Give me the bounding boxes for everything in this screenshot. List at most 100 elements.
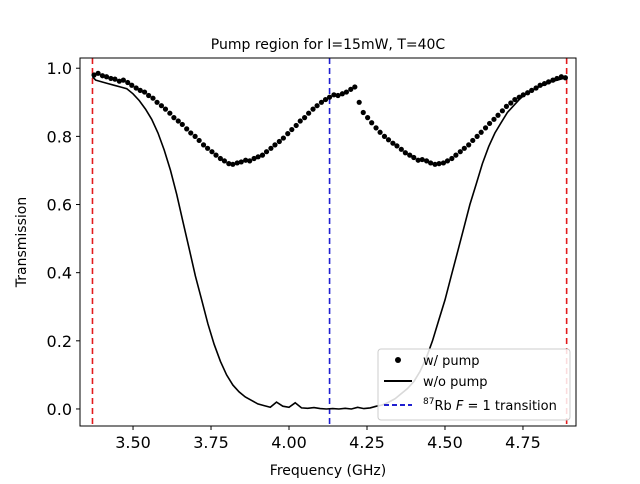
point-w-pump <box>482 125 489 131</box>
y-tick-label: 0.0 <box>47 400 72 419</box>
x-tick-label: 4.25 <box>349 433 385 452</box>
point-w-pump <box>529 87 535 93</box>
x-tick-label: 4.75 <box>505 433 541 452</box>
point-w-pump <box>175 118 181 124</box>
point-w-pump <box>234 160 240 166</box>
point-w-pump <box>419 156 425 163</box>
y-tick-label: 0.8 <box>47 127 72 146</box>
point-w-pump <box>348 86 354 92</box>
y-tick-label: 1.0 <box>47 59 72 78</box>
point-w-pump <box>486 120 493 127</box>
point-w-pump <box>154 99 160 105</box>
point-w-pump <box>129 82 135 88</box>
point-w-pump <box>343 89 350 95</box>
point-w-pump <box>470 137 476 144</box>
point-w-pump <box>103 74 110 80</box>
reference-lines <box>91 58 568 426</box>
point-w-pump <box>196 137 202 144</box>
point-w-pump <box>331 92 337 98</box>
point-w-pump <box>466 142 472 148</box>
point-w-pump <box>146 92 152 99</box>
point-w-pump <box>461 145 467 151</box>
point-w-pump <box>184 126 190 132</box>
point-w-pump <box>541 80 548 87</box>
point-w-pump <box>314 103 320 109</box>
point-w-pump <box>385 137 392 143</box>
point-w-pump <box>440 160 447 166</box>
x-axis-ticks: 3.50 3.75 4.00 4.25 4.50 4.75 <box>115 426 541 452</box>
point-w-pump <box>491 116 497 122</box>
point-w-pump <box>116 78 122 84</box>
point-w-pump <box>150 95 156 101</box>
legend-label-transition-var: F <box>456 399 464 414</box>
point-w-pump <box>390 140 396 146</box>
point-w-pump <box>449 155 455 162</box>
point-w-pump <box>516 94 522 100</box>
point-w-pump <box>360 109 366 116</box>
point-w-pump <box>402 150 408 156</box>
point-w-pump <box>95 70 101 76</box>
point-w-pump <box>167 110 173 116</box>
point-w-pump <box>263 149 270 155</box>
point-w-pump <box>335 92 341 99</box>
point-w-pump <box>108 75 114 82</box>
point-w-pump <box>306 110 312 116</box>
legend-label-transition: 87Rb F = 1 transition <box>423 397 557 414</box>
point-w-pump <box>562 75 568 81</box>
point-w-pump <box>365 115 371 121</box>
y-axis-ticks: 0.0 0.2 0.4 0.6 0.8 1.0 <box>47 59 80 419</box>
point-w-pump <box>478 129 484 135</box>
point-w-pump <box>495 112 501 118</box>
point-w-pump <box>268 145 274 151</box>
x-tick-label: 4.00 <box>271 433 307 452</box>
point-w-pump <box>243 157 249 163</box>
point-w-pump <box>356 99 362 105</box>
point-w-pump <box>137 87 143 93</box>
point-w-pump <box>188 130 194 136</box>
point-w-pump <box>289 126 295 133</box>
legend-label-transition-a: Rb <box>434 399 455 414</box>
y-tick-label: 0.2 <box>47 332 72 351</box>
point-w-pump <box>411 154 417 161</box>
point-w-pump <box>444 158 451 164</box>
point-w-pump <box>272 142 278 148</box>
point-w-pump <box>373 125 379 131</box>
point-w-pump <box>133 85 139 91</box>
legend: w/ pump w/o pump 87Rb F = 1 transition <box>377 348 571 421</box>
legend-label-wo-pump: w/o pump <box>423 375 488 390</box>
point-w-pump <box>503 103 510 109</box>
point-w-pump <box>428 160 434 166</box>
point-w-pump <box>453 152 459 158</box>
x-tick-label: 4.50 <box>427 433 463 452</box>
point-w-pump <box>310 106 316 112</box>
legend-label-w-pump: w/ pump <box>423 354 480 369</box>
point-w-pump <box>520 92 526 98</box>
point-w-pump <box>423 158 430 164</box>
point-w-pump <box>99 73 106 79</box>
point-w-pump <box>297 118 303 124</box>
point-w-pump <box>377 129 383 135</box>
point-w-pump <box>474 133 480 139</box>
point-w-pump <box>537 82 543 88</box>
x-tick-label: 3.50 <box>115 433 151 452</box>
point-w-pump <box>251 155 257 162</box>
point-w-pump <box>512 96 518 103</box>
legend-marker-w-pump <box>395 357 401 363</box>
point-w-pump <box>545 79 552 85</box>
line-wo-pump <box>91 75 567 410</box>
point-w-pump <box>533 85 539 91</box>
point-w-pump <box>209 149 215 155</box>
point-w-pump <box>204 145 211 151</box>
legend-label-transition-sup: 87 <box>423 397 434 407</box>
point-w-pump <box>550 77 556 83</box>
point-w-pump <box>525 90 531 96</box>
point-w-pump <box>285 131 291 137</box>
point-w-pump <box>407 152 413 158</box>
y-tick-label: 0.6 <box>47 196 72 215</box>
point-w-pump <box>394 143 400 149</box>
x-axis-label: Frequency (GHz) <box>270 463 386 479</box>
point-w-pump <box>339 91 345 97</box>
point-w-pump <box>221 158 228 164</box>
point-w-pump <box>302 115 308 121</box>
